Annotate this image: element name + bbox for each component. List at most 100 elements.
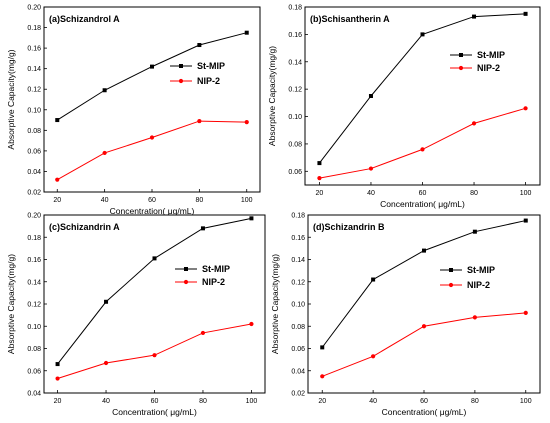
y-tick-label: 0.16 — [291, 235, 305, 242]
y-tick-label: 0.18 — [288, 5, 302, 12]
y-tick-label: 0.04 — [27, 391, 41, 398]
panel-title: (a)Schizandrol A — [49, 14, 120, 24]
y-tick-label: 0.06 — [27, 148, 41, 155]
data-point-st-mip — [371, 277, 376, 282]
data-point-st-mip — [422, 248, 426, 253]
legend-marker — [184, 267, 188, 271]
data-point-nip-2 — [471, 121, 477, 126]
y-tick-label: 0.10 — [288, 114, 302, 121]
y-tick-label: 0.12 — [291, 279, 305, 286]
data-point-nip-2 — [197, 118, 202, 124]
x-tick-label: 40 — [367, 190, 375, 197]
y-tick-label: 0.14 — [27, 66, 41, 73]
y-axis-label: Absorptive Capacity(mg/g) — [270, 254, 280, 354]
x-axis-label: Concentration( μg/mL) — [112, 407, 197, 417]
x-axis-label: Concentration( μg/mL) — [382, 407, 467, 417]
data-point-st-mip — [104, 299, 109, 304]
legend-label: NIP-2 — [467, 280, 490, 290]
legend-marker — [178, 78, 184, 84]
x-tick-label: 80 — [471, 398, 479, 405]
y-tick-label: 0.20 — [27, 5, 41, 12]
x-tick-label: 60 — [151, 398, 159, 405]
data-point-st-mip — [55, 362, 60, 367]
series-line-st-mip — [57, 217, 252, 365]
x-tick-label: 40 — [102, 398, 110, 405]
legend-label: NIP-2 — [197, 76, 220, 86]
data-point-st-mip — [152, 256, 157, 261]
data-point-st-mip — [320, 345, 325, 350]
y-tick-label: 0.10 — [27, 107, 41, 114]
data-point-nip-2 — [420, 147, 425, 152]
x-tick-label: 80 — [199, 398, 207, 405]
data-point-st-mip — [523, 11, 528, 16]
y-tick-label: 0.18 — [27, 25, 41, 32]
data-point-st-mip — [197, 43, 202, 48]
series-line-nip-2 — [57, 120, 247, 181]
plot-frame — [43, 214, 266, 394]
series-line-nip-2 — [57, 323, 252, 380]
data-point-nip-2 — [368, 166, 374, 171]
x-tick-label: 20 — [53, 197, 61, 204]
y-tick-label: 0.12 — [27, 302, 41, 309]
legend-marker — [179, 64, 183, 68]
data-point-st-mip — [55, 118, 60, 123]
legend-label: St-MIP — [202, 264, 230, 274]
y-tick-label: 0.08 — [288, 141, 302, 148]
x-tick-label: 100 — [241, 197, 253, 204]
data-point-nip-2 — [421, 324, 427, 329]
legend-marker — [183, 279, 189, 285]
data-point-nip-2 — [55, 376, 60, 381]
x-axis-label: Concentration( μg/mL) — [110, 206, 195, 216]
legend-marker — [458, 65, 464, 71]
y-tick-label: 0.08 — [27, 128, 41, 135]
y-tick-label: 0.06 — [27, 368, 41, 375]
legend-marker — [449, 268, 453, 272]
x-tick-label: 100 — [520, 398, 532, 405]
legend-label: NIP-2 — [477, 63, 500, 73]
data-point-nip-2 — [317, 176, 322, 181]
x-tick-label: 80 — [195, 197, 203, 204]
y-tick-label: 0.02 — [27, 190, 41, 197]
panel-title: (c)Schizandrin A — [49, 222, 120, 232]
data-point-st-mip — [150, 64, 154, 69]
x-tick-label: 20 — [54, 398, 62, 405]
data-point-st-mip — [249, 216, 254, 221]
y-tick-label: 0.18 — [291, 213, 305, 220]
y-tick-label: 0.20 — [27, 213, 41, 220]
legend-marker — [459, 53, 463, 57]
data-point-st-mip — [200, 226, 205, 231]
data-point-st-mip — [368, 94, 373, 98]
data-point-nip-2 — [371, 354, 376, 359]
x-tick-label: 100 — [246, 398, 258, 405]
panel-title: (b)Schisantherin A — [310, 14, 390, 24]
legend-label: St-MIP — [467, 265, 495, 275]
data-point-nip-2 — [55, 177, 60, 182]
data-point-nip-2 — [523, 106, 528, 111]
data-point-nip-2 — [102, 150, 107, 156]
y-tick-label: 0.06 — [288, 169, 302, 176]
data-point-nip-2 — [149, 135, 155, 140]
y-tick-label: 0.08 — [27, 346, 41, 353]
y-tick-label: 0.08 — [291, 324, 305, 331]
x-tick-label: 60 — [419, 190, 427, 197]
legend-label: St-MIP — [477, 50, 505, 60]
y-tick-label: 0.14 — [27, 279, 41, 286]
y-tick-label: 0.12 — [27, 87, 41, 94]
series-line-nip-2 — [319, 107, 526, 179]
chart-panel-3: 20 40 60 80 100 0.04 0.06 0.08 0.10 0.12 0.14 0.16 0… — [6, 213, 266, 417]
data-point-nip-2 — [200, 330, 206, 336]
x-tick-label: 20 — [318, 398, 326, 405]
data-point-nip-2 — [472, 315, 477, 320]
data-point-st-mip — [523, 218, 528, 223]
y-tick-label: 0.18 — [27, 235, 41, 242]
data-point-nip-2 — [152, 353, 157, 358]
data-point-nip-2 — [244, 120, 249, 125]
data-point-nip-2 — [249, 321, 254, 327]
y-tick-label: 0.12 — [288, 87, 302, 94]
x-tick-label: 40 — [101, 197, 109, 204]
y-axis-label: Absorptive Capacity(mg/g) — [267, 46, 277, 146]
x-tick-label: 40 — [369, 398, 377, 405]
legend-marker — [448, 282, 454, 288]
chart-panel-1: 20 40 60 80 100 0.02 0.04 0.06 0.08 0.10 0.12 0.14 0… — [6, 5, 261, 216]
